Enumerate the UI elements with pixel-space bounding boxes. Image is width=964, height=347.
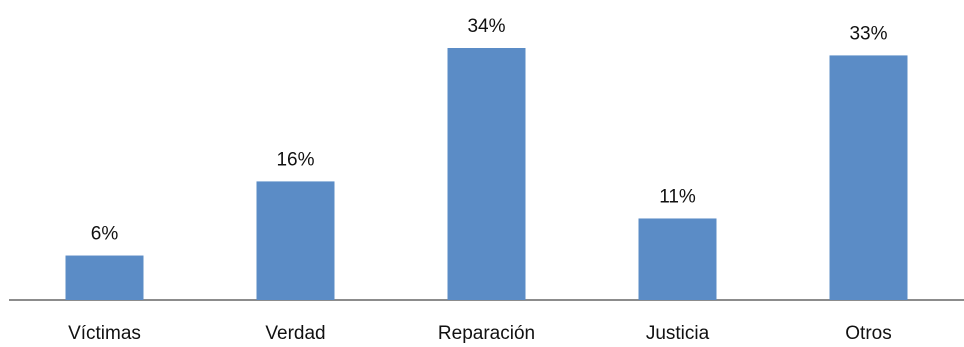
data-label-3: 11%: [659, 186, 696, 207]
x-tick-label-1: Verdad: [265, 323, 325, 344]
x-tick-label-3: Justicia: [646, 323, 710, 344]
bar-3: [638, 218, 717, 300]
bar-4: [829, 55, 908, 300]
data-label-4: 33%: [849, 23, 887, 44]
bars-group: [65, 48, 908, 300]
data-label-2: 34%: [467, 16, 505, 37]
x-tick-label-2: Reparación: [438, 323, 535, 344]
data-label-1: 16%: [276, 149, 314, 170]
x-tick-label-4: Otros: [845, 323, 891, 344]
bar-1: [256, 181, 335, 300]
bar-2: [447, 48, 526, 300]
data-labels-group: 6% 16% 34% 11% 33%: [91, 16, 888, 245]
data-label-0: 6%: [91, 224, 119, 245]
x-tick-label-0: Víctimas: [68, 323, 141, 344]
tick-labels-group: Víctimas Verdad Reparación Justicia Otros: [68, 323, 892, 344]
bar-0: [65, 255, 144, 300]
